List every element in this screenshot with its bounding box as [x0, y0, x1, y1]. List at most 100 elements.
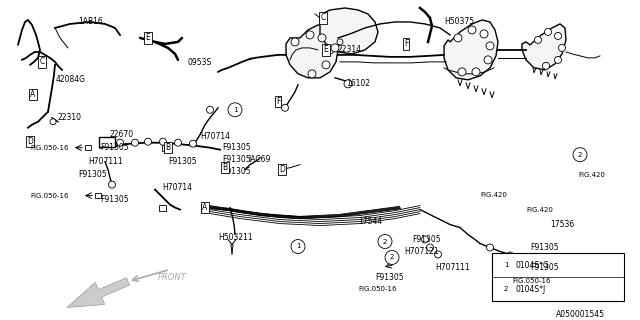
Circle shape — [545, 28, 552, 36]
Text: F91305: F91305 — [222, 167, 251, 176]
Circle shape — [145, 138, 152, 145]
Circle shape — [559, 44, 566, 52]
Text: F91305: F91305 — [222, 155, 251, 164]
Circle shape — [500, 284, 512, 295]
Circle shape — [326, 46, 334, 54]
Text: F: F — [404, 39, 408, 48]
Circle shape — [318, 34, 326, 42]
Circle shape — [344, 80, 352, 88]
Bar — [99, 137, 115, 147]
Text: 2: 2 — [504, 286, 508, 292]
Text: 22314: 22314 — [337, 45, 361, 54]
Circle shape — [378, 235, 392, 249]
FancyBboxPatch shape — [159, 204, 166, 211]
Circle shape — [573, 148, 587, 162]
Circle shape — [228, 103, 242, 117]
Circle shape — [484, 56, 492, 64]
Circle shape — [159, 138, 166, 145]
Text: B: B — [165, 143, 171, 152]
Circle shape — [322, 61, 330, 69]
Text: IAC69: IAC69 — [248, 155, 270, 164]
Text: F91305: F91305 — [100, 195, 129, 204]
Circle shape — [189, 140, 196, 147]
Text: 0104S*J: 0104S*J — [516, 285, 547, 294]
Text: A050001545: A050001545 — [556, 310, 605, 319]
Circle shape — [426, 244, 433, 251]
FancyBboxPatch shape — [95, 193, 101, 198]
Circle shape — [486, 244, 493, 251]
Text: H70714: H70714 — [162, 183, 192, 192]
Text: 1AB16: 1AB16 — [78, 18, 103, 27]
Text: F91305: F91305 — [78, 170, 107, 179]
Polygon shape — [286, 25, 338, 78]
Circle shape — [308, 70, 316, 78]
Text: H503211: H503211 — [218, 233, 253, 242]
Circle shape — [291, 38, 299, 46]
Text: H50375: H50375 — [444, 18, 474, 27]
Text: A: A — [30, 90, 36, 99]
Text: 42084G: 42084G — [56, 75, 86, 84]
Circle shape — [534, 36, 541, 44]
Circle shape — [291, 239, 305, 253]
Circle shape — [175, 139, 182, 146]
Text: D: D — [279, 165, 285, 174]
Polygon shape — [444, 20, 498, 80]
Circle shape — [50, 119, 56, 125]
Circle shape — [468, 26, 476, 34]
Text: FIG.050-16: FIG.050-16 — [30, 145, 68, 151]
Circle shape — [486, 42, 494, 50]
Bar — [492, 253, 624, 301]
Circle shape — [454, 34, 462, 42]
Text: FIG.050-16: FIG.050-16 — [30, 193, 68, 199]
Text: 1: 1 — [504, 262, 508, 268]
Circle shape — [554, 32, 561, 39]
Text: 0953S: 0953S — [188, 58, 212, 68]
Text: 16102: 16102 — [346, 79, 370, 88]
FancyArrow shape — [67, 278, 129, 308]
Text: FIG.050-16: FIG.050-16 — [512, 278, 550, 284]
Polygon shape — [522, 24, 566, 70]
Circle shape — [337, 39, 343, 45]
Circle shape — [385, 251, 399, 264]
Circle shape — [543, 62, 550, 69]
Text: E: E — [146, 33, 150, 43]
Text: 0104S*G: 0104S*G — [516, 261, 550, 270]
Text: F91305: F91305 — [530, 243, 559, 252]
Text: F91305: F91305 — [100, 143, 129, 152]
Text: F: F — [276, 97, 280, 106]
Text: FIG.420: FIG.420 — [480, 192, 507, 198]
Circle shape — [207, 106, 214, 113]
Text: E: E — [324, 45, 328, 54]
Circle shape — [131, 139, 138, 146]
Text: F91305: F91305 — [412, 235, 440, 244]
Circle shape — [306, 31, 314, 39]
Circle shape — [472, 68, 480, 76]
Circle shape — [500, 260, 512, 271]
Text: 2: 2 — [383, 238, 387, 244]
Text: F91305: F91305 — [168, 157, 196, 166]
Text: FIG.420: FIG.420 — [526, 207, 553, 212]
Circle shape — [422, 236, 429, 243]
Text: F91305: F91305 — [375, 273, 404, 282]
Text: 1: 1 — [233, 107, 237, 113]
Circle shape — [480, 30, 488, 38]
Text: H707111: H707111 — [88, 157, 123, 166]
Text: B: B — [223, 163, 228, 172]
Circle shape — [331, 44, 339, 52]
Text: 1: 1 — [296, 244, 300, 250]
Circle shape — [109, 181, 115, 188]
Text: D: D — [27, 137, 33, 146]
FancyBboxPatch shape — [85, 145, 91, 150]
Text: 17536: 17536 — [550, 220, 574, 229]
Circle shape — [282, 104, 289, 111]
Text: C: C — [321, 13, 326, 22]
Text: FIG.050-16: FIG.050-16 — [358, 286, 397, 292]
Text: C: C — [40, 57, 45, 66]
Text: 2: 2 — [578, 152, 582, 158]
Circle shape — [506, 252, 513, 259]
Text: H707111: H707111 — [435, 263, 470, 272]
Circle shape — [554, 56, 561, 63]
Text: F91305: F91305 — [530, 263, 559, 272]
Circle shape — [435, 251, 442, 258]
Text: 2: 2 — [390, 254, 394, 260]
